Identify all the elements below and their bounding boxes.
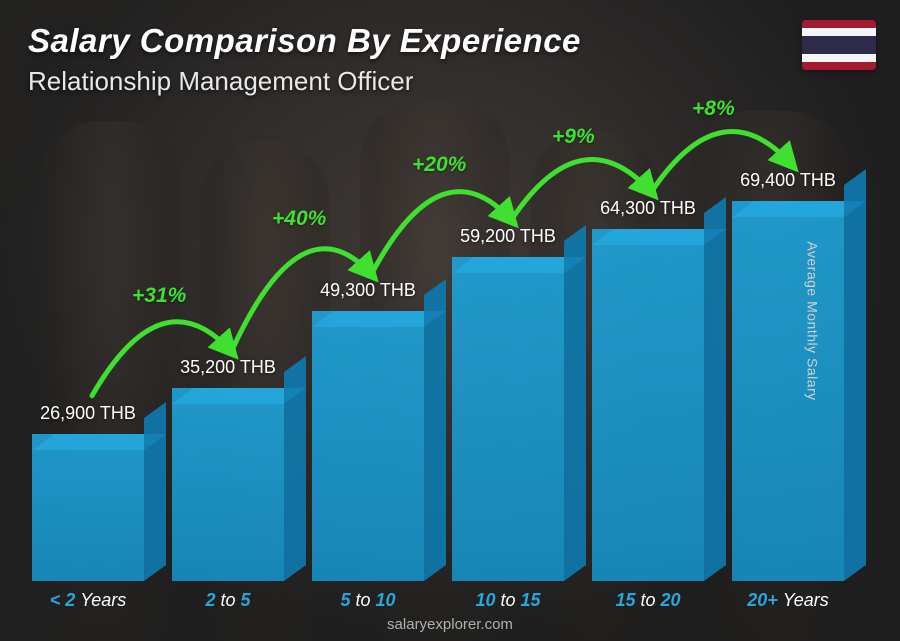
x-axis-label: 2 to 5 [205, 590, 250, 611]
growth-percent: +40% [272, 207, 326, 231]
bar-value-label: 26,900 THB [40, 403, 136, 424]
bar-column: 64,300 THB15 to 20 [584, 135, 712, 581]
growth-percent: +9% [552, 125, 595, 149]
bar-chart: 26,900 THB< 2 Years35,200 THB2 to 549,30… [18, 135, 858, 581]
bar-value-label: 64,300 THB [600, 198, 696, 219]
bar-value-label: 49,300 THB [320, 280, 416, 301]
bar-value-label: 35,200 THB [180, 357, 276, 378]
bar-value-label: 59,200 THB [460, 226, 556, 247]
x-axis-label: < 2 Years [50, 590, 127, 611]
bar [452, 257, 564, 581]
header: Salary Comparison By Experience Relation… [28, 22, 581, 97]
bar-column: 69,400 THB20+ Years [724, 135, 852, 581]
growth-percent: +31% [132, 284, 186, 308]
bar [172, 388, 284, 581]
chart-container: Salary Comparison By Experience Relation… [0, 0, 900, 641]
bar-value-label: 69,400 THB [740, 170, 836, 191]
bar-column: 49,300 THB5 to 10 [304, 135, 432, 581]
x-axis-label: 5 to 10 [340, 590, 395, 611]
bar [592, 229, 704, 581]
footer-credit: salaryexplorer.com [0, 616, 900, 633]
bar-column: 59,200 THB10 to 15 [444, 135, 572, 581]
chart-subtitle: Relationship Management Officer [28, 66, 581, 97]
growth-percent: +20% [412, 153, 466, 177]
bar-column: 26,900 THB< 2 Years [24, 135, 152, 581]
x-axis-label: 20+ Years [747, 590, 829, 611]
x-axis-label: 10 to 15 [475, 590, 540, 611]
y-axis-label: Average Monthly Salary [804, 241, 820, 400]
bar [312, 311, 424, 581]
chart-title: Salary Comparison By Experience [28, 22, 581, 60]
x-axis-label: 15 to 20 [615, 590, 680, 611]
thailand-flag-icon [802, 20, 876, 70]
bar [732, 201, 844, 581]
bar [32, 434, 144, 581]
bar-column: 35,200 THB2 to 5 [164, 135, 292, 581]
growth-percent: +8% [692, 97, 735, 121]
